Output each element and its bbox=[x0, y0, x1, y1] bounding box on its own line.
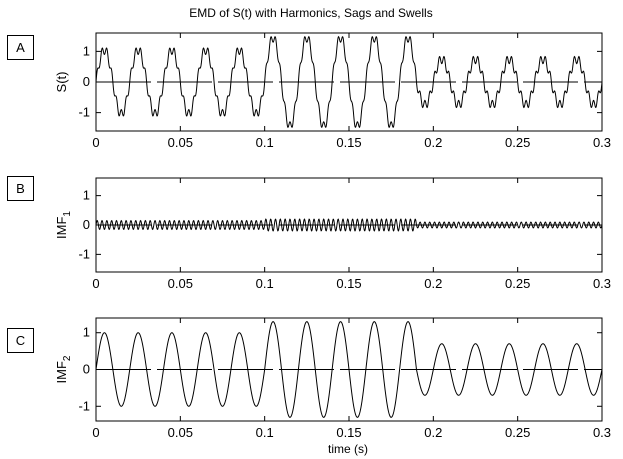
x-tick-label: 0.2 bbox=[424, 135, 442, 150]
signal-line bbox=[95, 35, 603, 129]
x-tick-label: 0.05 bbox=[168, 276, 193, 291]
y-tick-label: -1 bbox=[78, 398, 90, 413]
x-axis-label: time (s) bbox=[328, 442, 368, 456]
y-tick-label: 0 bbox=[83, 217, 90, 232]
panel-label-a: A bbox=[7, 35, 34, 60]
x-tick-label: 0.3 bbox=[593, 425, 611, 440]
y-tick-label: 1 bbox=[83, 43, 90, 58]
y-axis-label: S(t) bbox=[54, 72, 69, 93]
x-tick-label: 0.15 bbox=[336, 276, 361, 291]
x-tick-label: 0.25 bbox=[505, 425, 530, 440]
y-tick-label: 1 bbox=[83, 325, 90, 340]
panel-label-c: C bbox=[7, 328, 34, 353]
x-tick-label: 0 bbox=[92, 135, 99, 150]
x-tick-label: 0.3 bbox=[593, 135, 611, 150]
x-tick-label: 0.2 bbox=[424, 425, 442, 440]
y-tick-label: 1 bbox=[83, 188, 90, 203]
y-tick-label: -1 bbox=[78, 105, 90, 120]
x-tick-label: 0.15 bbox=[336, 135, 361, 150]
y-axis-label: IMF1 bbox=[54, 211, 73, 239]
y-axis-label: IMF2 bbox=[54, 355, 73, 383]
signal-line bbox=[95, 218, 603, 232]
panel-label-b: B bbox=[7, 176, 34, 201]
x-tick-label: 0.05 bbox=[168, 425, 193, 440]
x-tick-label: 0 bbox=[92, 276, 99, 291]
x-tick-label: 0.1 bbox=[256, 135, 274, 150]
x-tick-label: 0.25 bbox=[505, 276, 530, 291]
x-tick-label: 0.1 bbox=[256, 276, 274, 291]
x-tick-label: 0.1 bbox=[256, 425, 274, 440]
y-tick-label: 0 bbox=[83, 74, 90, 89]
x-tick-label: 0.2 bbox=[424, 276, 442, 291]
x-tick-label: 0.25 bbox=[505, 135, 530, 150]
y-tick-label: 0 bbox=[83, 362, 90, 377]
x-tick-label: 0.3 bbox=[593, 276, 611, 291]
x-tick-label: 0.05 bbox=[168, 135, 193, 150]
x-tick-label: 0 bbox=[92, 425, 99, 440]
x-tick-label: 0.15 bbox=[336, 425, 361, 440]
y-tick-label: -1 bbox=[78, 246, 90, 261]
figure-title: EMD of S(t) with Harmonics, Sags and Swe… bbox=[189, 6, 432, 20]
signal-line bbox=[95, 321, 603, 418]
